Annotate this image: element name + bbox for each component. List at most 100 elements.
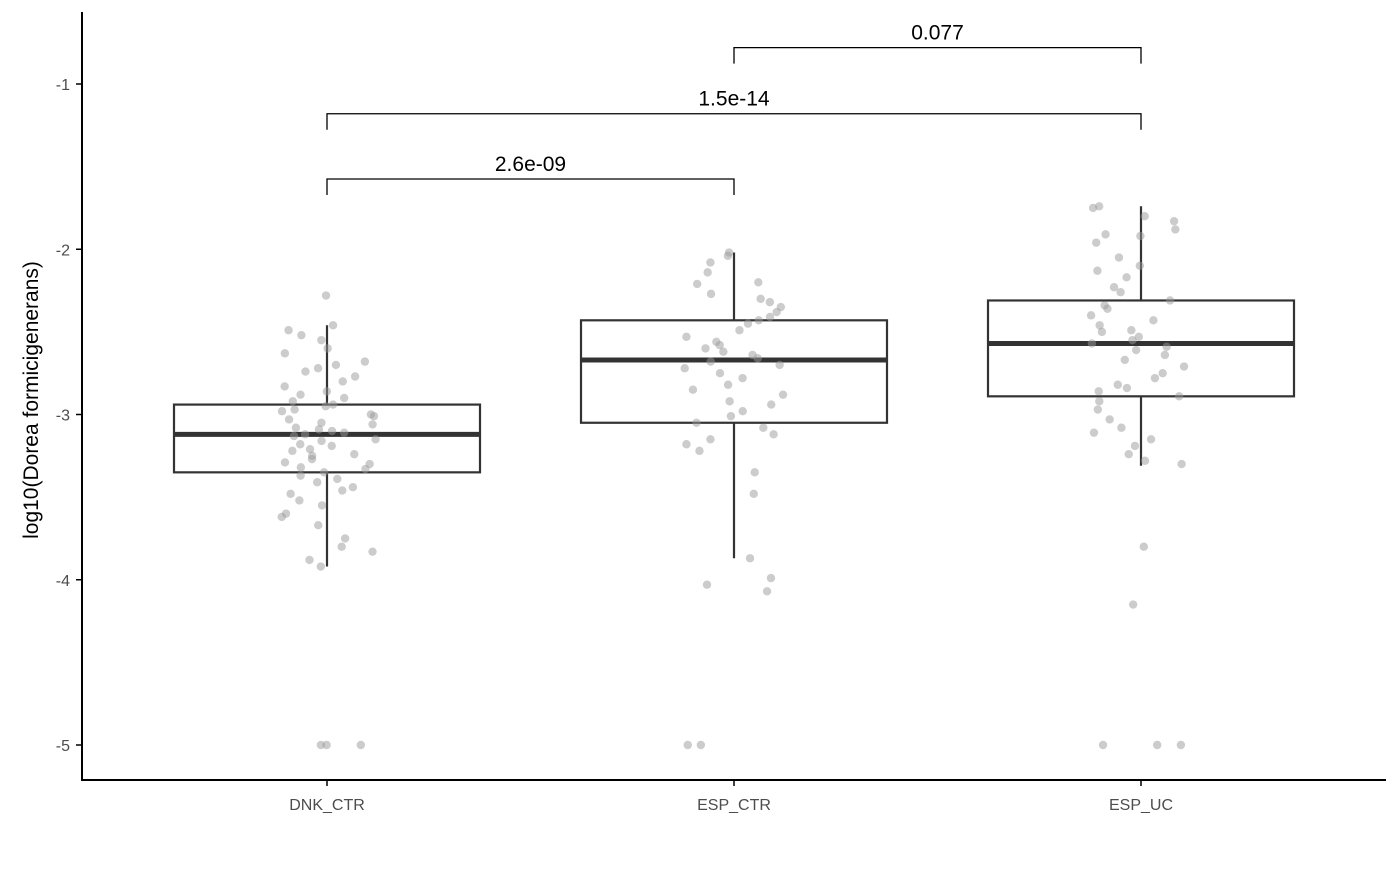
data-point bbox=[688, 385, 698, 394]
data-point bbox=[319, 468, 329, 477]
data-point bbox=[1140, 456, 1150, 465]
data-point bbox=[703, 268, 712, 277]
data-point bbox=[368, 420, 377, 429]
data-point bbox=[350, 372, 360, 381]
data-point bbox=[1128, 335, 1137, 345]
data-point bbox=[1128, 600, 1138, 609]
data-point bbox=[1105, 415, 1114, 424]
data-point bbox=[1109, 283, 1119, 292]
y-tick-label: -1 bbox=[56, 77, 70, 94]
data-point bbox=[360, 357, 370, 366]
box-iqr bbox=[172, 403, 482, 474]
data-point bbox=[1179, 362, 1189, 371]
data-point bbox=[317, 335, 326, 345]
data-point bbox=[288, 397, 297, 406]
data-point bbox=[368, 547, 377, 556]
data-point bbox=[340, 534, 350, 543]
data-point bbox=[297, 330, 306, 340]
data-point bbox=[1088, 203, 1098, 213]
data-point bbox=[314, 425, 324, 434]
data-point bbox=[1124, 449, 1133, 459]
data-point bbox=[328, 400, 338, 409]
data-point bbox=[1140, 212, 1149, 221]
data-point bbox=[738, 373, 747, 383]
data-point bbox=[1116, 288, 1125, 297]
data-point bbox=[296, 471, 305, 480]
data-point bbox=[738, 406, 747, 416]
data-point bbox=[1139, 542, 1149, 551]
data-point bbox=[316, 562, 326, 571]
x-tick-label: DNK_CTR bbox=[289, 797, 365, 814]
y-tick-label: -3 bbox=[56, 408, 70, 425]
data-point bbox=[1150, 373, 1160, 383]
data-point bbox=[290, 405, 299, 414]
data-point bbox=[1098, 740, 1108, 750]
data-point bbox=[745, 554, 755, 563]
data-point bbox=[1134, 332, 1144, 342]
data-point bbox=[322, 387, 332, 396]
data-point bbox=[1117, 423, 1126, 432]
data-point bbox=[313, 364, 323, 373]
data-point bbox=[1095, 321, 1104, 330]
data-point bbox=[1086, 311, 1096, 320]
data-point bbox=[321, 291, 331, 300]
data-point bbox=[683, 740, 692, 750]
data-point bbox=[296, 463, 306, 472]
data-point bbox=[706, 357, 715, 366]
data-point bbox=[1127, 326, 1136, 335]
data-point bbox=[775, 360, 784, 370]
data-point bbox=[280, 382, 289, 391]
data-point bbox=[328, 321, 338, 330]
data-point bbox=[312, 478, 322, 487]
data-point bbox=[369, 411, 379, 421]
data-point bbox=[692, 418, 701, 427]
data-point bbox=[305, 555, 314, 565]
data-point bbox=[765, 312, 775, 322]
comparison-bracket bbox=[326, 178, 735, 196]
data-point bbox=[1092, 238, 1101, 247]
data-point bbox=[723, 251, 733, 261]
data-point bbox=[1095, 397, 1104, 406]
data-point bbox=[723, 380, 733, 389]
data-point bbox=[333, 474, 342, 484]
data-point bbox=[719, 347, 728, 356]
data-point bbox=[1149, 316, 1158, 325]
data-point bbox=[1131, 345, 1141, 355]
data-point bbox=[766, 573, 776, 583]
box-iqr bbox=[579, 319, 889, 424]
data-point bbox=[300, 430, 310, 439]
data-point bbox=[756, 294, 765, 304]
x-tick-label: ESP_CTR bbox=[697, 797, 771, 814]
data-point bbox=[361, 464, 370, 474]
data-point bbox=[295, 496, 304, 505]
data-point bbox=[317, 501, 327, 510]
data-point bbox=[284, 415, 294, 424]
data-point bbox=[338, 486, 347, 495]
data-point bbox=[1130, 441, 1140, 451]
data-point bbox=[754, 278, 763, 287]
data-point bbox=[749, 489, 758, 499]
comparison-bracket bbox=[733, 46, 1142, 64]
data-point bbox=[307, 454, 317, 464]
y-axis-label: log10(Dorea formicigenerans) bbox=[20, 261, 43, 539]
data-point bbox=[317, 418, 326, 427]
data-point bbox=[765, 297, 775, 307]
data-point bbox=[750, 468, 759, 477]
data-point bbox=[1087, 339, 1097, 348]
data-point bbox=[331, 360, 341, 370]
box-iqr bbox=[986, 299, 1296, 398]
data-point bbox=[743, 319, 753, 328]
data-point bbox=[1093, 405, 1103, 414]
data-point bbox=[301, 367, 310, 376]
data-point bbox=[339, 428, 349, 437]
data-point bbox=[754, 316, 763, 325]
comparison-bracket bbox=[326, 113, 1142, 130]
data-point bbox=[1103, 304, 1112, 313]
data-point bbox=[715, 368, 725, 378]
data-point bbox=[706, 258, 715, 267]
data-point bbox=[337, 542, 346, 551]
data-point bbox=[753, 354, 762, 363]
data-point bbox=[1089, 428, 1099, 437]
data-point bbox=[696, 740, 706, 750]
data-point bbox=[1120, 355, 1129, 365]
